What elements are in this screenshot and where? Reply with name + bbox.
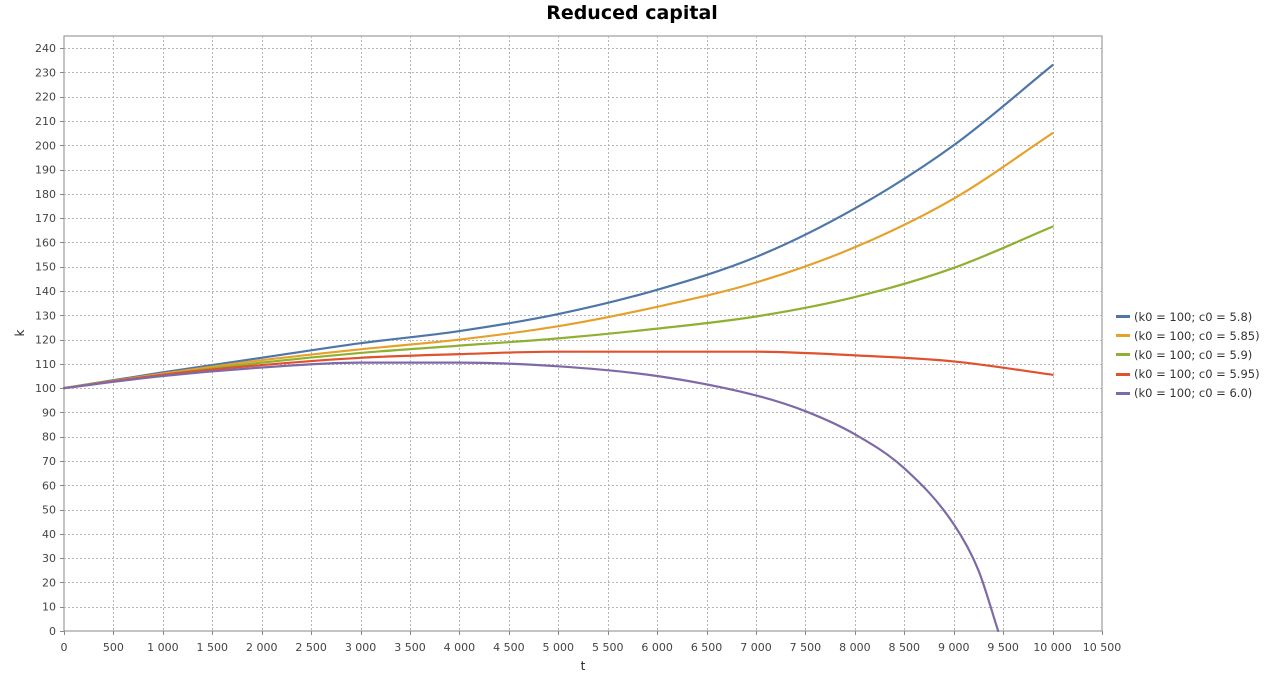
- x-tick-label: 8 500: [889, 641, 921, 654]
- y-tick-label: 10: [42, 601, 56, 614]
- x-tick-label: 10 000: [1033, 641, 1072, 654]
- x-tick-label: 6 500: [691, 641, 723, 654]
- y-tick-label: 0: [49, 625, 56, 638]
- x-tick-label: 7 500: [790, 641, 822, 654]
- x-tick-label: 10 500: [1083, 641, 1122, 654]
- chart-title: Reduced capital: [546, 2, 718, 24]
- y-tick-label: 140: [35, 285, 56, 298]
- legend-label: (k0 = 100; c0 = 5.9): [1134, 347, 1253, 362]
- x-tick-label: 5 500: [592, 641, 624, 654]
- legend-swatch: [1116, 315, 1130, 319]
- y-tick-label: 30: [42, 552, 56, 565]
- legend-item-5: (k0 = 100; c0 = 6.0): [1116, 384, 1260, 403]
- series-line-5: [62, 361, 1000, 633]
- y-tick-label: 110: [35, 358, 56, 371]
- legend-item-4: (k0 = 100; c0 = 5.95): [1116, 365, 1260, 384]
- y-tick-label: 20: [42, 576, 56, 589]
- y-tick-label: 170: [35, 212, 56, 225]
- series-line-4: [62, 350, 1054, 390]
- y-tick-label: 240: [35, 42, 56, 55]
- plot-background: [63, 35, 1103, 632]
- y-tick-label: 210: [35, 115, 56, 128]
- legend-swatch: [1116, 391, 1130, 395]
- x-tick-label: 2 500: [295, 641, 327, 654]
- x-tick-label: 0: [61, 641, 68, 654]
- y-tick-label: 160: [35, 236, 56, 249]
- y-tick-label: 60: [42, 479, 56, 492]
- legend-label: (k0 = 100; c0 = 5.8): [1134, 309, 1253, 324]
- legend-item-2: (k0 = 100; c0 = 5.85): [1116, 326, 1260, 345]
- legend-label: (k0 = 100; c0 = 6.0): [1134, 386, 1253, 401]
- legend-label: (k0 = 100; c0 = 5.95): [1134, 367, 1260, 382]
- y-tick-label: 70: [42, 455, 56, 468]
- legend-item-3: (k0 = 100; c0 = 5.9): [1116, 345, 1260, 364]
- x-tick-label: 2 000: [246, 641, 278, 654]
- y-axis-label: k: [13, 329, 27, 336]
- y-tick-label: 40: [42, 528, 56, 541]
- legend-label: (k0 = 100; c0 = 5.85): [1134, 328, 1260, 343]
- legend-item-1: (k0 = 100; c0 = 5.8): [1116, 307, 1260, 326]
- y-tick-label: 190: [35, 164, 56, 177]
- x-tick-label: 4 000: [444, 641, 476, 654]
- x-tick-label: 9 500: [987, 641, 1019, 654]
- x-tick-label: 6 000: [641, 641, 673, 654]
- legend-swatch: [1116, 353, 1130, 357]
- y-tick-label: 200: [35, 139, 56, 152]
- y-tick-label: 130: [35, 309, 56, 322]
- x-axis-label: t: [581, 659, 586, 673]
- x-tick-label: 3 000: [345, 641, 377, 654]
- y-tick-label: 230: [35, 66, 56, 79]
- y-tick-label: 80: [42, 431, 56, 444]
- y-tick-label: 120: [35, 334, 56, 347]
- series-line-2: [62, 132, 1054, 390]
- y-tick-label: 150: [35, 261, 56, 274]
- x-tick-label: 3 500: [394, 641, 426, 654]
- x-tick-label: 1 000: [147, 641, 179, 654]
- x-tick-label: 5 000: [543, 641, 575, 654]
- axes: 0 500 1 000 1 500 2 000 2 500 3 000 3 500 4 000 4…: [35, 42, 1121, 654]
- x-tick-label: 500: [103, 641, 124, 654]
- y-tick-label: 100: [35, 382, 56, 395]
- y-tick-label: 50: [42, 504, 56, 517]
- legend: (k0 = 100; c0 = 5.8) (k0 = 100; c0 = 5.85…: [1116, 307, 1260, 403]
- x-tick-label: 9 000: [938, 641, 970, 654]
- x-tick-label: 8 000: [839, 641, 871, 654]
- y-tick-label: 220: [35, 91, 56, 104]
- legend-swatch: [1116, 334, 1130, 338]
- series-line-1: [62, 64, 1054, 390]
- x-tick-label: 1 500: [197, 641, 229, 654]
- legend-swatch: [1116, 372, 1130, 376]
- series-line-3: [62, 225, 1054, 390]
- y-tick-label: 180: [35, 188, 56, 201]
- x-tick-label: 4 500: [493, 641, 525, 654]
- x-tick-label: 7 000: [740, 641, 772, 654]
- y-tick-label: 90: [42, 406, 56, 419]
- series-lines: [62, 64, 1054, 633]
